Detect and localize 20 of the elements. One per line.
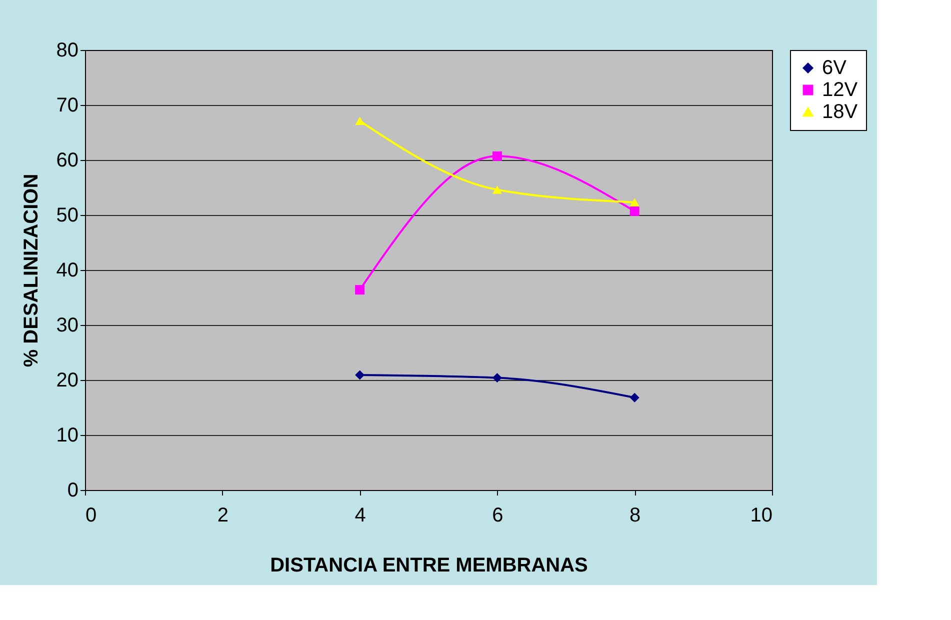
y-tick-label: 10 (56, 424, 78, 446)
y-tick-label: 20 (56, 370, 78, 392)
y-tick-label: 60 (56, 150, 78, 172)
x-axis-title: DISTANCIA ENTRE MEMBRANAS (270, 554, 588, 576)
y-tick-label: 40 (56, 260, 78, 282)
y-tick-label: 70 (56, 94, 78, 116)
y-axis-title: % DESALINIZACION (20, 174, 42, 368)
legend-label: 18V (822, 101, 858, 123)
y-tick-label: 80 (56, 40, 78, 62)
x-tick-label: 4 (354, 504, 366, 526)
x-tick-label: 0 (86, 504, 97, 526)
x-tick-label: 10 (750, 504, 772, 526)
x-tick-label: 6 (492, 504, 504, 526)
y-tick-label: 30 (56, 314, 78, 336)
y-tick-label: 0 (67, 480, 78, 502)
legend-label: 6V (822, 57, 848, 79)
legend-label: 12V (822, 79, 858, 101)
y-tick-label: 50 (56, 204, 78, 226)
x-tick-label: 2 (217, 504, 228, 526)
x-tick-label: 8 (630, 504, 641, 526)
